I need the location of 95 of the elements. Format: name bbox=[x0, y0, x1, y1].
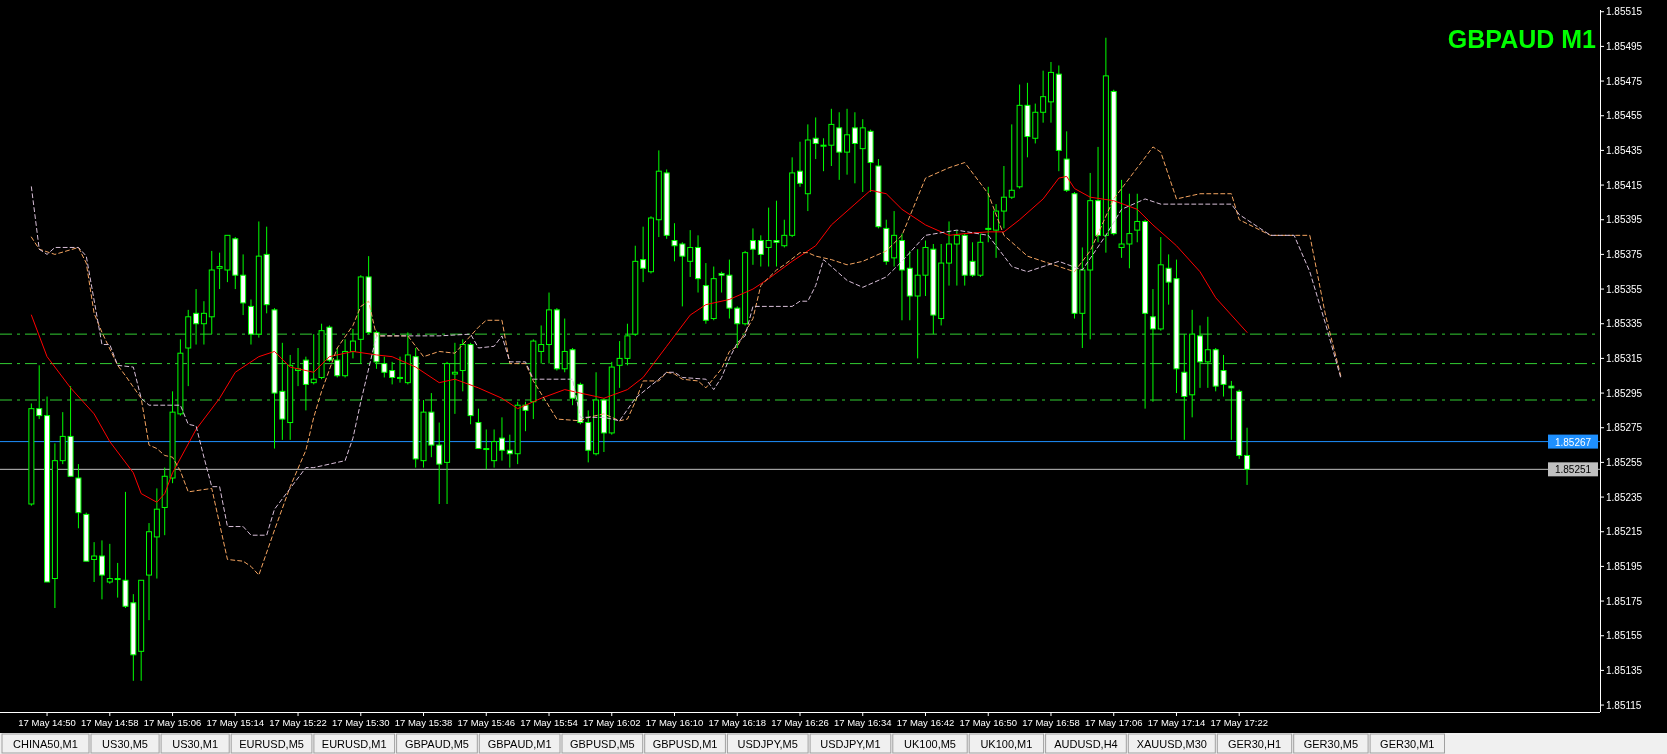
x-tick-label: 17 May 17:06 bbox=[1084, 717, 1143, 728]
candlestick bbox=[381, 356, 388, 378]
y-tick-label: 1.85315 bbox=[1606, 352, 1643, 364]
y-tick-label: 1.85375 bbox=[1606, 248, 1643, 260]
candlestick bbox=[1204, 316, 1211, 389]
candlestick bbox=[1228, 380, 1235, 441]
candlestick bbox=[953, 229, 960, 287]
candlestick bbox=[844, 108, 851, 176]
x-tick-label: 17 May 14:50 bbox=[18, 717, 76, 728]
x-tick-label: 17 May 15:46 bbox=[457, 717, 516, 728]
y-tick-label: 1.85395 bbox=[1606, 214, 1643, 226]
candlestick bbox=[200, 300, 207, 346]
candlestick bbox=[98, 539, 105, 600]
y-tick-label: 1.85175 bbox=[1606, 595, 1643, 607]
text: EURUSD,M5 bbox=[239, 738, 304, 750]
text: GBPUSD,M1 bbox=[652, 738, 718, 750]
ref-line-label: 1.85267 bbox=[1554, 436, 1592, 448]
text: UK100,M1 bbox=[980, 738, 1033, 750]
y-tick-label: 1.85495 bbox=[1606, 40, 1643, 52]
y-tick-label: 1.85515 bbox=[1606, 6, 1643, 18]
text: US30,M1 bbox=[172, 738, 219, 750]
x-tick-label: 17 May 15:30 bbox=[332, 717, 390, 728]
y-tick-label: 1.85475 bbox=[1606, 75, 1643, 87]
candlestick bbox=[193, 288, 200, 346]
y-tick-label: 1.85215 bbox=[1606, 526, 1643, 538]
y-tick-label: 1.85135 bbox=[1606, 664, 1643, 676]
y-tick-label: 1.85195 bbox=[1606, 560, 1643, 572]
x-tick-label: 17 May 17:22 bbox=[1210, 717, 1268, 728]
text: US30,M5 bbox=[102, 738, 148, 750]
candlestick bbox=[498, 416, 505, 462]
text: EURUSD,M1 bbox=[321, 738, 387, 750]
ref-line-label: 1.85251 bbox=[1554, 464, 1592, 476]
x-tick-label: 17 May 15:06 bbox=[143, 717, 202, 728]
candlestick bbox=[349, 328, 356, 359]
y-tick-label: 1.85115 bbox=[1606, 699, 1642, 711]
x-tick-label: 17 May 15:54 bbox=[520, 717, 578, 728]
candlestick bbox=[538, 324, 545, 365]
x-tick-label: 17 May 16:18 bbox=[708, 717, 767, 728]
candlestick bbox=[946, 220, 953, 287]
y-tick-label: 1.85235 bbox=[1606, 491, 1643, 503]
text: GER30,M5 bbox=[1303, 738, 1359, 750]
text: GBPUSD,M5 bbox=[569, 738, 635, 750]
candlestick bbox=[1000, 165, 1007, 229]
text: GBPAUD M1 bbox=[1447, 25, 1597, 53]
candlestick bbox=[1134, 193, 1141, 243]
candlestick bbox=[334, 347, 341, 378]
candlestick bbox=[985, 186, 992, 243]
text: GER30,H1 bbox=[1227, 738, 1282, 750]
y-tick-label: 1.85435 bbox=[1606, 144, 1643, 156]
x-tick-label: 17 May 16:34 bbox=[833, 717, 892, 728]
x-tick-label: 17 May 16:58 bbox=[1022, 717, 1080, 728]
y-tick-label: 1.85455 bbox=[1606, 110, 1643, 122]
x-tick-label: 17 May 17:14 bbox=[1147, 717, 1206, 728]
candlestick bbox=[310, 333, 317, 385]
text: UK100,M5 bbox=[904, 738, 956, 750]
candlestick bbox=[1244, 427, 1251, 486]
candlestick bbox=[640, 226, 647, 283]
y-tick-label: 1.85255 bbox=[1606, 456, 1643, 468]
candlestick bbox=[451, 342, 458, 415]
candlestick bbox=[797, 141, 803, 188]
text: CHINA50,M1 bbox=[13, 738, 78, 750]
x-tick-label: 17 May 16:02 bbox=[582, 717, 641, 728]
x-tick-label: 17 May 16:10 bbox=[645, 717, 704, 728]
x-tick-label: 17 May 16:26 bbox=[771, 717, 829, 728]
text: AUDUSD,H4 bbox=[1054, 738, 1118, 750]
y-tick-label: 1.85355 bbox=[1606, 283, 1643, 295]
text: XAUUSD,M30 bbox=[1136, 738, 1207, 750]
candlestick bbox=[812, 116, 819, 160]
candlestick bbox=[1149, 288, 1156, 403]
text: GBPAUD,M5 bbox=[404, 738, 469, 750]
candlestick bbox=[749, 227, 756, 266]
y-tick-label: 1.85335 bbox=[1606, 318, 1643, 330]
text: GBPAUD,M1 bbox=[487, 738, 552, 750]
candlestick bbox=[397, 356, 403, 384]
candlestick bbox=[1008, 123, 1015, 200]
text: GER30,M1 bbox=[1380, 738, 1435, 750]
y-tick-label: 1.85415 bbox=[1606, 179, 1643, 191]
y-tick-label: 1.85155 bbox=[1606, 630, 1643, 642]
candlestick bbox=[993, 203, 1000, 259]
candlestick bbox=[851, 111, 858, 184]
x-tick-label: 17 May 15:14 bbox=[206, 717, 265, 728]
candlestick bbox=[1040, 70, 1047, 124]
candlestick bbox=[389, 361, 396, 385]
text: USDJPY,M5 bbox=[737, 738, 798, 750]
y-tick-label: 1.85295 bbox=[1606, 387, 1643, 399]
x-tick-label: 17 May 14:58 bbox=[81, 717, 139, 728]
candlestick bbox=[491, 428, 498, 469]
x-tick-label: 17 May 15:38 bbox=[394, 717, 453, 728]
x-tick-label: 17 May 16:50 bbox=[959, 717, 1018, 728]
text: USDJPY,M1 bbox=[820, 738, 881, 750]
candlestick bbox=[91, 541, 98, 583]
candlestick bbox=[891, 210, 898, 268]
y-tick-label: 1.85275 bbox=[1606, 422, 1643, 434]
x-tick-label: 17 May 16:42 bbox=[896, 717, 955, 728]
x-tick-label: 17 May 15:22 bbox=[269, 717, 327, 728]
